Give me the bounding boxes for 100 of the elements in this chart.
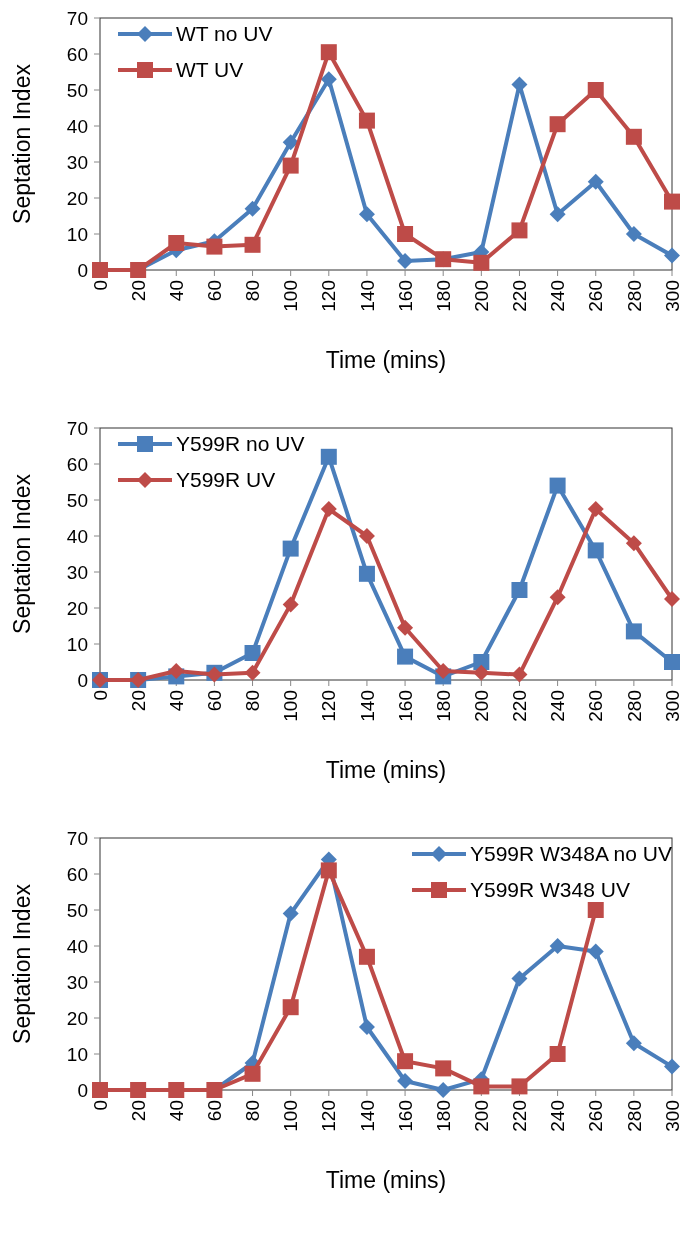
x-tick-label: 220: [509, 690, 531, 722]
legend-label: Y599R UV: [176, 468, 276, 492]
point: [511, 222, 528, 239]
legend-label: Y599R W348 UV: [470, 878, 630, 902]
x-tick-label: 140: [356, 690, 378, 722]
x-tick-label: 260: [585, 280, 607, 312]
y-tick-label: 50: [66, 899, 88, 921]
y-tick-label: 20: [66, 597, 88, 619]
point: [397, 648, 414, 665]
x-tick-label: 40: [165, 1100, 187, 1122]
x-tick-label: 100: [280, 1100, 302, 1132]
point: [587, 501, 604, 517]
point: [664, 591, 680, 607]
x-tick-label: 200: [470, 1100, 492, 1132]
x-tick-label: 120: [318, 690, 340, 722]
y-tick-label: 10: [66, 223, 88, 245]
point: [92, 1082, 108, 1098]
point: [511, 582, 528, 598]
point: [549, 589, 566, 606]
point: [625, 128, 642, 145]
point: [549, 1046, 566, 1062]
point: [320, 501, 337, 517]
x-tick-label: 200: [470, 280, 492, 312]
x-tick-label: 300: [661, 690, 683, 722]
point: [320, 44, 337, 61]
x-tick-label: 300: [661, 280, 683, 312]
x-axis-title: Time (mins): [325, 757, 447, 783]
x-tick-label: 80: [242, 280, 264, 302]
point: [358, 528, 375, 544]
point: [625, 1035, 642, 1052]
x-tick-label: 240: [547, 690, 569, 722]
point: [587, 173, 604, 190]
x-tick-label: 80: [242, 1100, 264, 1122]
x-tick-label: 40: [165, 280, 187, 302]
point: [511, 1078, 528, 1095]
point: [549, 477, 566, 494]
y-tick-label: 0: [77, 1079, 88, 1101]
y-tick-label: 20: [66, 187, 88, 209]
point: [625, 226, 642, 242]
y-tick-label: 30: [66, 561, 88, 583]
point: [511, 970, 528, 987]
x-tick-label: 180: [432, 1100, 454, 1132]
point: [435, 1082, 452, 1098]
x-tick-label: 60: [204, 280, 226, 302]
x-tick-label: 0: [89, 1100, 111, 1111]
x-tick-label: 60: [204, 690, 226, 712]
x-tick-label: 140: [356, 280, 378, 312]
point: [358, 948, 375, 965]
point: [282, 905, 299, 922]
point: [244, 1065, 261, 1082]
point: [358, 565, 375, 582]
point: [587, 902, 604, 918]
point: [244, 645, 261, 661]
legend-label: Y599R no UV: [176, 432, 305, 456]
point: [549, 206, 566, 223]
y-tick-label: 50: [66, 489, 88, 511]
x-tick-label: 120: [318, 1100, 340, 1132]
y-tick-label: 40: [66, 935, 88, 957]
point: [397, 1073, 414, 1089]
point: [549, 938, 566, 954]
point: [625, 535, 642, 552]
point: [397, 1053, 414, 1070]
point: [549, 116, 566, 133]
y-tick-label: 20: [66, 1007, 88, 1029]
point: [358, 206, 375, 223]
y-tick-label: 30: [66, 151, 88, 173]
point: [473, 664, 490, 681]
x-tick-label: 160: [394, 1100, 416, 1132]
x-tick-label: 220: [509, 1100, 531, 1132]
x-tick-label: 300: [661, 1100, 683, 1132]
point: [664, 193, 680, 210]
point: [511, 666, 528, 683]
y-axis-title: Septation Index: [9, 63, 35, 224]
y-axis-title: Septation Index: [9, 883, 35, 1044]
point: [435, 663, 452, 679]
x-tick-label: 280: [623, 280, 645, 312]
x-tick-label: 80: [242, 690, 264, 712]
point: [473, 654, 490, 670]
x-tick-label: 280: [623, 690, 645, 722]
point: [473, 254, 490, 271]
point: [282, 596, 299, 613]
point: [473, 1078, 490, 1095]
y-tick-label: 40: [66, 525, 88, 547]
x-tick-label: 40: [165, 690, 187, 712]
legend-label: Y599R W348A no UV: [470, 842, 672, 866]
point: [587, 542, 604, 559]
y-axis-title: Septation Index: [9, 473, 35, 634]
y-tick-label: 10: [66, 633, 88, 655]
y-tick-label: 10: [66, 1043, 88, 1065]
x-tick-label: 240: [547, 1100, 569, 1132]
point: [320, 71, 337, 88]
legend-label: WT no UV: [176, 22, 273, 46]
point: [435, 1060, 452, 1077]
x-tick-label: 160: [394, 280, 416, 312]
y-tick-label: 40: [66, 115, 88, 137]
point: [664, 654, 680, 670]
point: [397, 253, 414, 269]
x-tick-label: 160: [394, 690, 416, 722]
y-tick-label: 50: [66, 79, 88, 101]
point: [206, 238, 223, 255]
